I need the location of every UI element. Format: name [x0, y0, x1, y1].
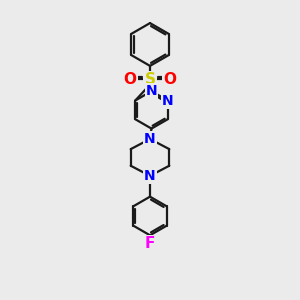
Text: N: N — [144, 132, 156, 146]
Text: O: O — [164, 72, 177, 87]
Text: N: N — [144, 169, 156, 183]
Text: O: O — [123, 72, 136, 87]
Text: N: N — [162, 94, 173, 107]
Text: S: S — [145, 72, 155, 87]
Text: F: F — [145, 236, 155, 251]
Text: N: N — [146, 84, 157, 98]
